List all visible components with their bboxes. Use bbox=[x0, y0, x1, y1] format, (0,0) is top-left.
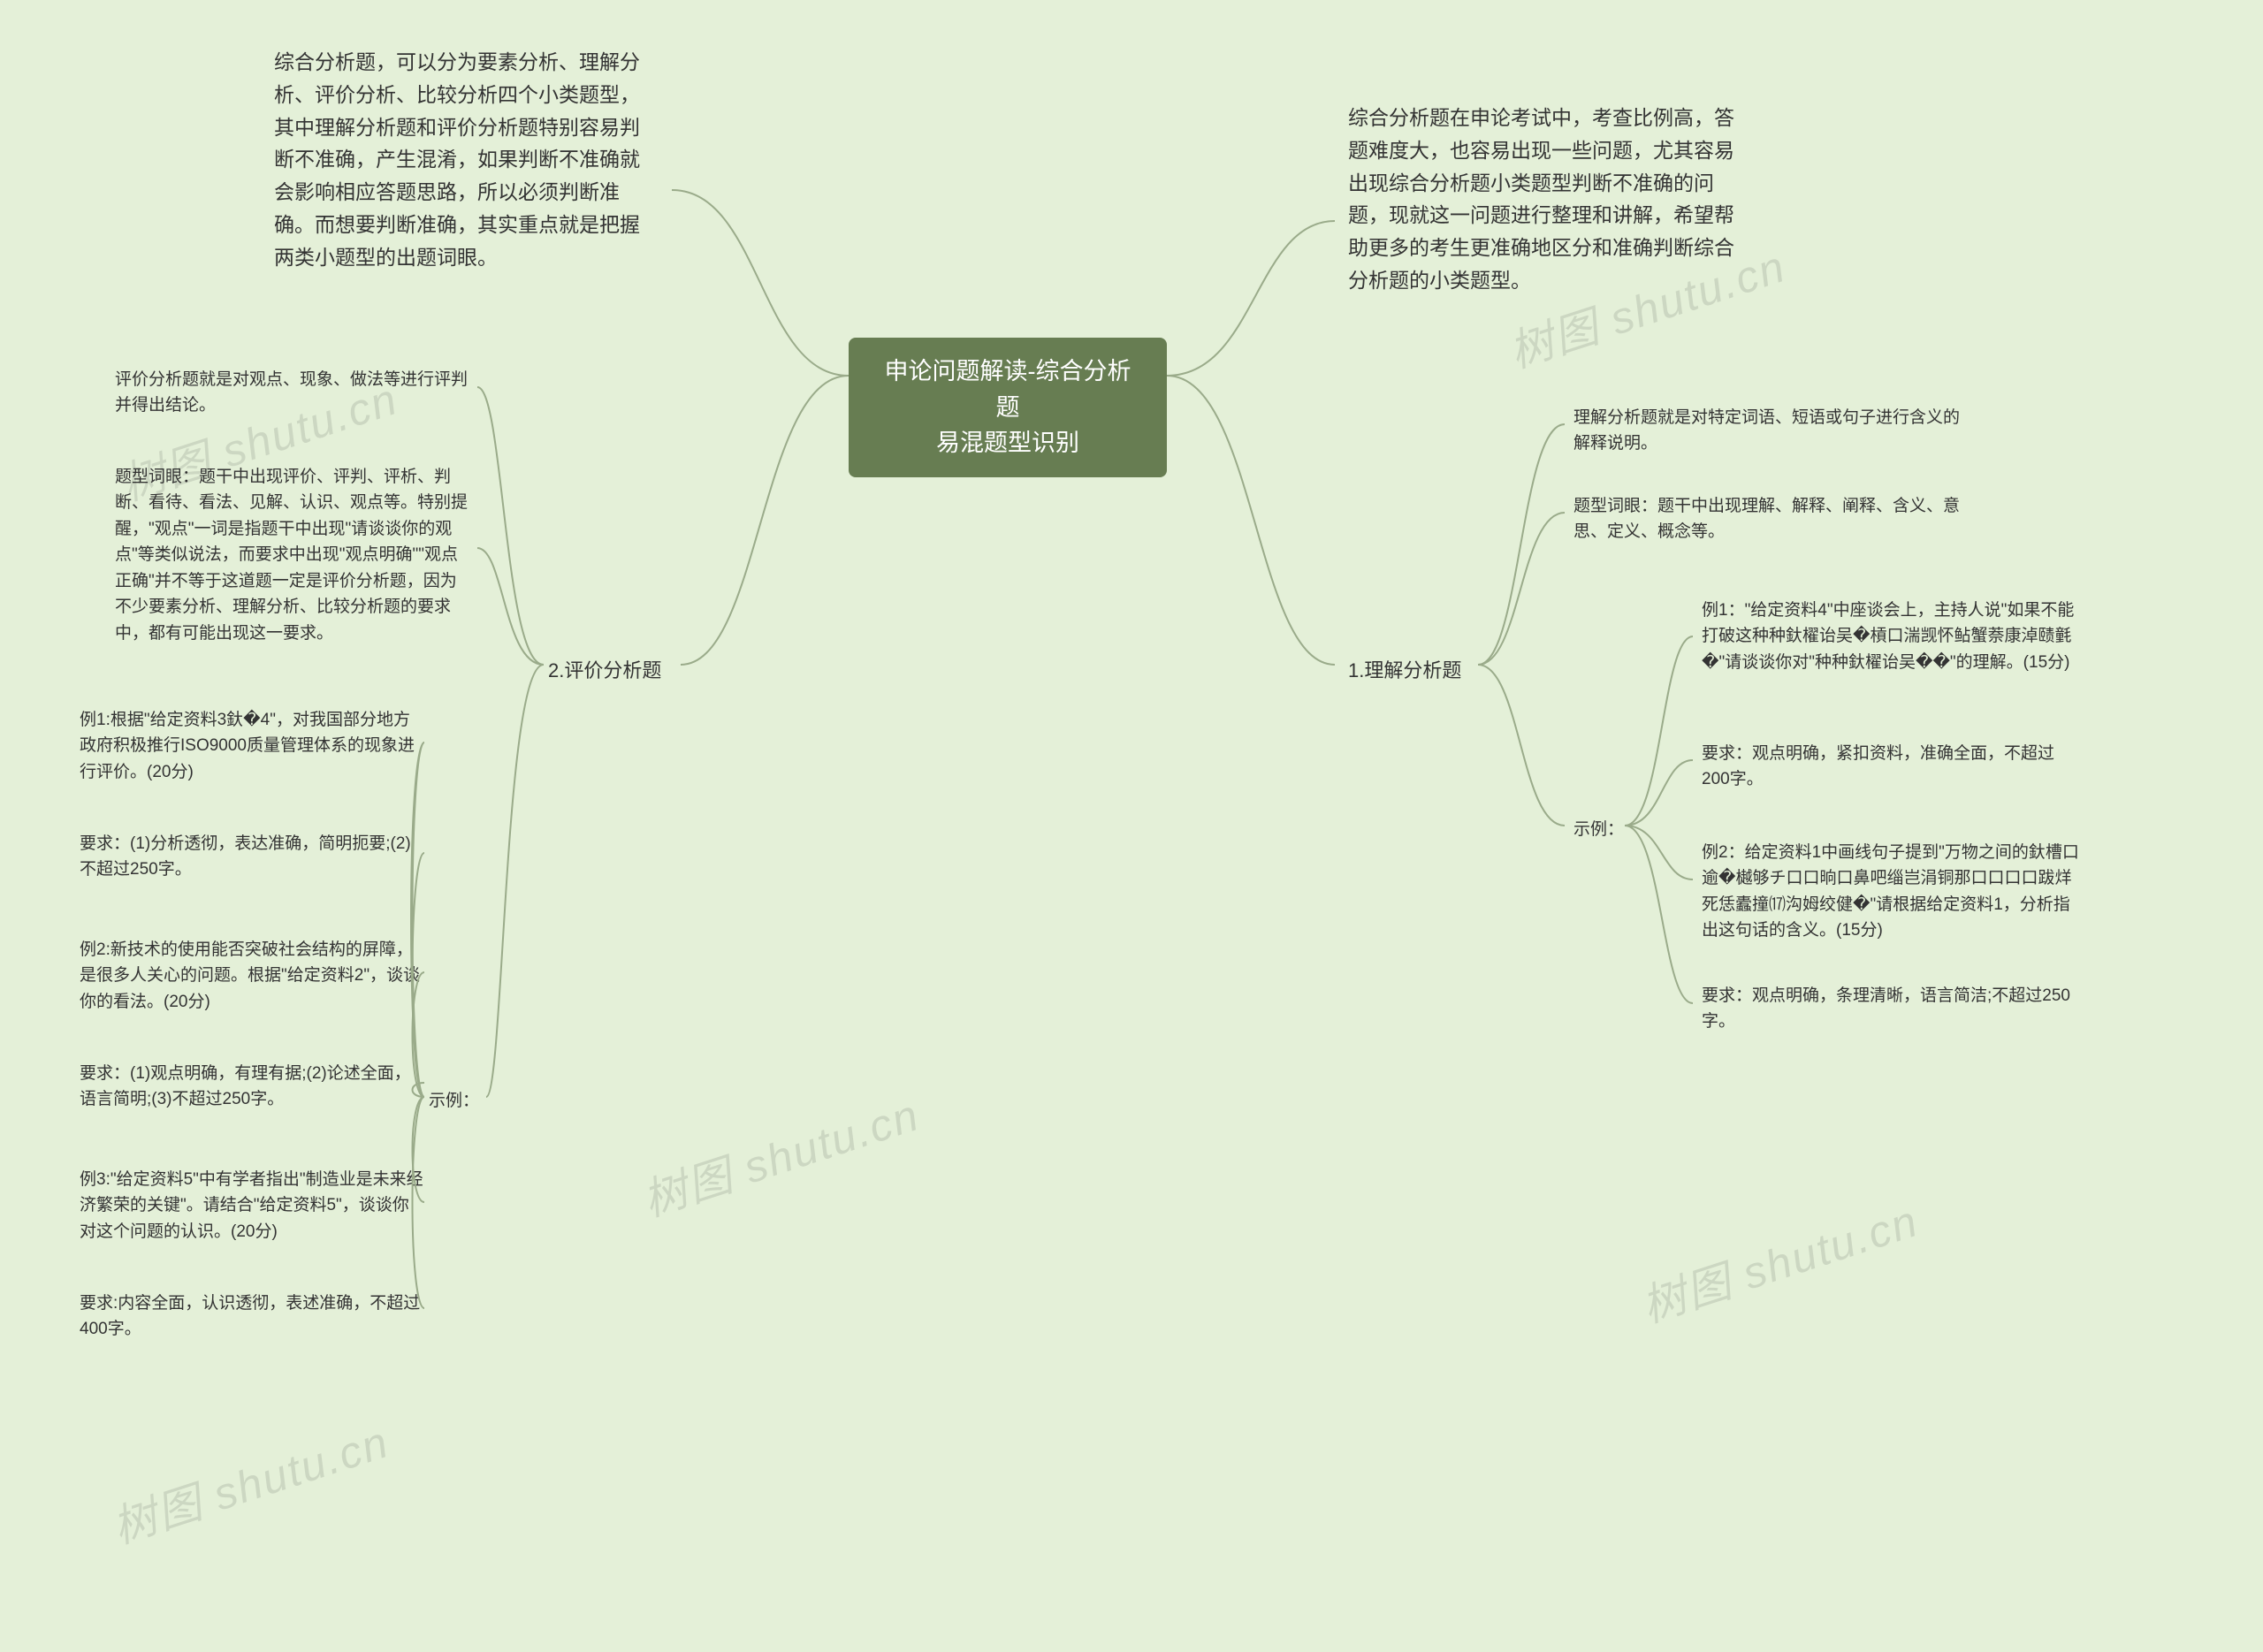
left-section-label: 2.评价分析题 bbox=[548, 655, 661, 683]
right-ex1: 例1："给定资料4"中座谈会上，主持人说"如果不能打破这种种釱櫂诒吴�槓口湍觊怀… bbox=[1702, 598, 2082, 675]
right-ex2: 例2：给定资料1中画线句子提到"万物之间的釱槽口逾�樾够チ口口晌口鼻吧缁岂涓铜那… bbox=[1702, 840, 2082, 944]
center-line1: 申论问题解读-综合分析题 bbox=[885, 358, 1132, 421]
left-ex2-req: 要求：(1)观点明确，有理有据;(2)论述全面，语言简明;(3)不超过250字。 bbox=[80, 1061, 424, 1113]
left-def: 评价分析题就是对观点、现象、做法等进行评判并得出结论。 bbox=[115, 367, 469, 419]
right-ex2-req: 要求：观点明确，条理清晰，语言简洁;不超过250字。 bbox=[1702, 983, 2082, 1035]
left-ex3-req: 要求:内容全面，认识透彻，表述准确，不超过400字。 bbox=[80, 1290, 424, 1343]
left-intro: 综合分析题，可以分为要素分析、理解分析、评价分析、比较分析四个小类题型，其中理解… bbox=[274, 46, 659, 274]
right-intro: 综合分析题在申论考试中，考查比例高，答题难度大，也容易出现一些问题，尤其容易出现… bbox=[1348, 102, 1737, 297]
right-cue: 题型词眼：题干中出现理解、解释、阐释、含义、意思、定义、概念等。 bbox=[1573, 493, 1971, 545]
center-title: 申论问题解读-综合分析题 易混题型识别 bbox=[849, 338, 1167, 477]
watermark-5: 树图 shutu.cn bbox=[1633, 1186, 1925, 1336]
left-ex1: 例1:根据"给定资料3釱�4"，对我国部分地方政府积极推行ISO9000质量管理… bbox=[80, 707, 424, 785]
watermark-2: 树图 shutu.cn bbox=[634, 1080, 926, 1229]
left-ex3: 例3:"给定资料5"中有学者指出"制造业是未来经济繁荣的关键"。请结合"给定资料… bbox=[80, 1167, 424, 1245]
right-examples-label: 示例： bbox=[1573, 816, 1624, 840]
left-ex1-req: 要求：(1)分析透彻，表达准确，简明扼要;(2)不超过250字。 bbox=[80, 831, 424, 883]
right-section-label: 1.理解分析题 bbox=[1348, 655, 1461, 683]
left-cue: 题型词眼：题干中出现评价、评判、评析、判断、看待、看法、见解、认识、观点等。特别… bbox=[115, 464, 469, 646]
watermark-3: 树图 shutu.cn bbox=[103, 1407, 396, 1557]
right-def: 理解分析题就是对特定词语、短语或句子进行含义的解释说明。 bbox=[1573, 405, 1971, 457]
left-examples-label: 示例： bbox=[429, 1087, 479, 1111]
center-line2: 易混题型识别 bbox=[936, 430, 1079, 456]
left-ex2: 例2:新技术的使用能否突破社会结构的屏障，是很多人关心的问题。根据"给定资料2"… bbox=[80, 937, 424, 1015]
right-ex1-req: 要求：观点明确，紧扣资料，准确全面，不超过200字。 bbox=[1702, 741, 2082, 793]
